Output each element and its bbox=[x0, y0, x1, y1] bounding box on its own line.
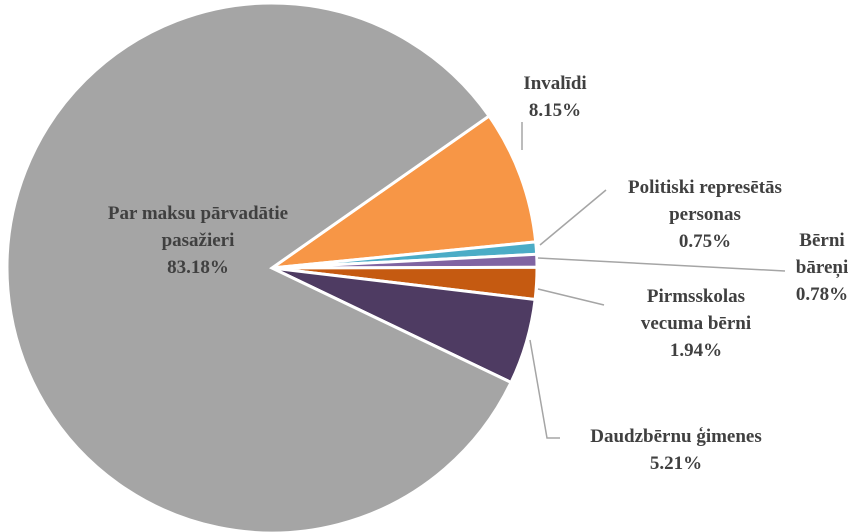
pie-slice bbox=[5, 1, 514, 532]
leader-line bbox=[537, 288, 605, 306]
value-label: 0.78% bbox=[795, 284, 849, 305]
leader-lines bbox=[521, 122, 786, 439]
category-label: Politiski represētās personas bbox=[628, 177, 782, 225]
data-label: Invalīdi 8.15% bbox=[495, 70, 615, 124]
category-label: Par maksu pārvadātie pasažieri bbox=[107, 203, 289, 251]
value-label: 1.94% bbox=[669, 340, 723, 361]
leader-line bbox=[539, 189, 607, 246]
leader-line bbox=[529, 339, 560, 439]
pie-slice bbox=[266, 113, 538, 271]
category-label: Invalīdi bbox=[523, 73, 587, 94]
category-label: Pirmsskolas vecuma bērni bbox=[640, 286, 752, 334]
data-label: Daudzbērnu ģimenes 5.21% bbox=[556, 423, 796, 477]
data-label: Pirmsskolas vecuma bērni 1.94% bbox=[621, 283, 771, 364]
category-label: Daudzbērnu ģimenes bbox=[590, 426, 762, 447]
value-label: 5.21% bbox=[649, 453, 703, 474]
value-label: 0.75% bbox=[678, 231, 732, 252]
value-label: 83.18% bbox=[167, 257, 229, 278]
value-label: 8.15% bbox=[528, 100, 582, 121]
data-label: Politiski represētās personas 0.75% bbox=[595, 174, 815, 255]
leader-line bbox=[537, 257, 786, 272]
data-label: Par maksu pārvadātie pasažieri 83.18% bbox=[98, 200, 298, 281]
data-label: Bērni bāreņi 0.78% bbox=[787, 227, 857, 308]
category-label: Bērni bāreņi bbox=[795, 230, 849, 278]
